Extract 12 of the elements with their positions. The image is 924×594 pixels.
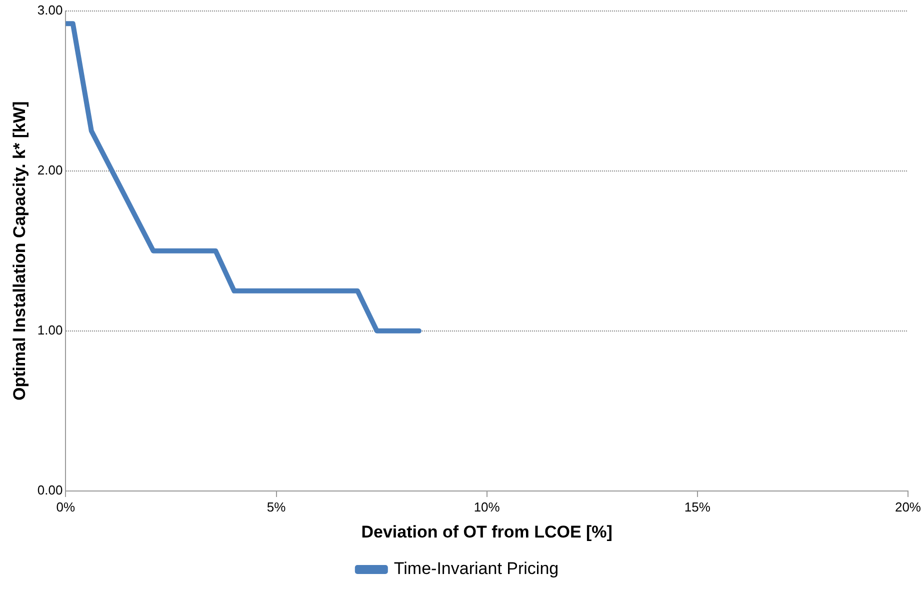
legend-label: Time-Invariant Pricing — [394, 559, 559, 578]
y-tick-label: 3.00 — [37, 2, 63, 18]
x-tick-label: 5% — [266, 499, 286, 514]
y-tick-label: 0.00 — [37, 482, 63, 498]
y-tick-label: 1.00 — [37, 322, 63, 338]
x-tick-label: 0% — [56, 499, 76, 514]
x-tick-label: 10% — [474, 499, 500, 514]
y-tick-label: 2.00 — [37, 162, 63, 178]
x-axis-title: Deviation of OT from LCOE [%] — [361, 522, 612, 542]
x-tick-label: 20% — [894, 499, 922, 514]
y-axis-title: Optimal Installation Capacity. k* [kW] — [10, 101, 29, 400]
x-tick-label: 15% — [684, 499, 711, 514]
